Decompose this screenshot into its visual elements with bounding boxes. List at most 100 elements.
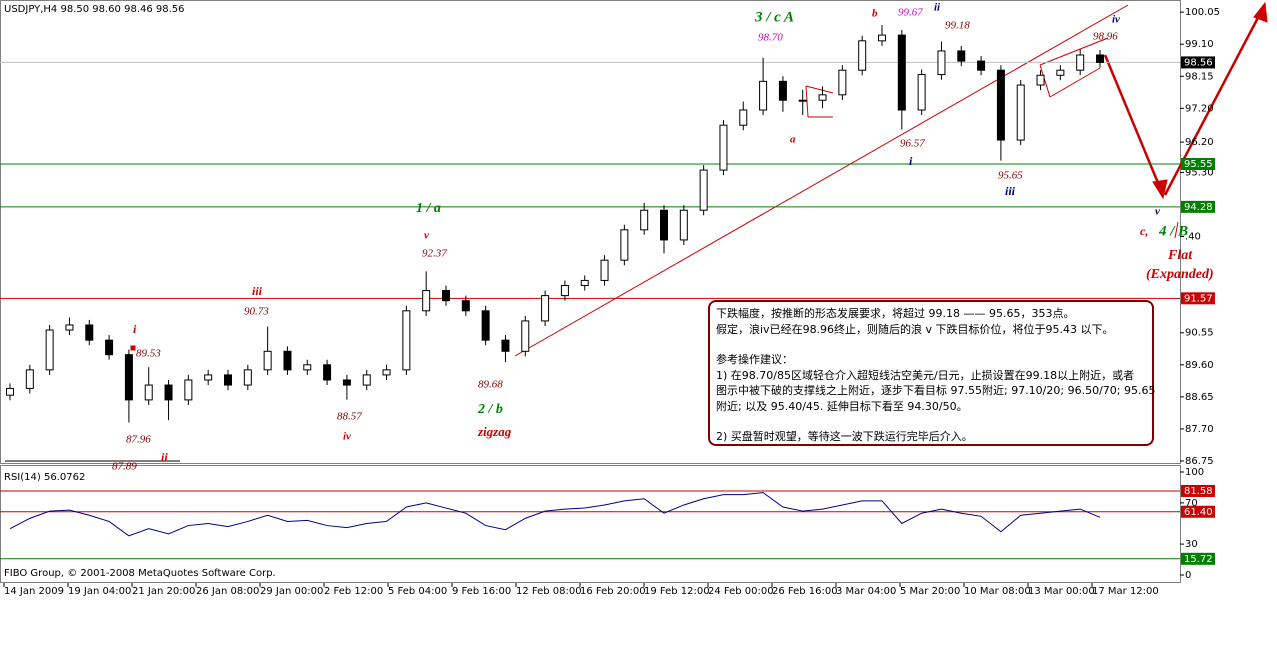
candle-body — [224, 374, 232, 386]
y-tick-label: 95.30 — [1185, 167, 1214, 178]
candle-body — [422, 290, 431, 312]
candle-body — [105, 339, 114, 356]
candle-body — [739, 109, 748, 126]
candle-body — [382, 369, 391, 376]
wave-label: Flat — [1167, 248, 1193, 263]
wave-label: iv — [1112, 14, 1120, 26]
rsi-tick-label: 30 — [1185, 539, 1198, 550]
wave-label: 87.89 — [112, 461, 137, 473]
candle-body — [481, 310, 490, 341]
wave-label: (Expanded) — [1146, 267, 1214, 282]
note-paragraph: 参考操作建议： 1) 在98.70/85区域轻仓介入超短线沽空美元/日元，止损设置… — [716, 352, 1155, 414]
y-tick-label: 87.70 — [1185, 424, 1214, 435]
x-tick-label: 9 Feb 16:00 — [452, 586, 511, 597]
level-box — [1181, 292, 1215, 305]
rsi-level-label: 81.58 — [1184, 486, 1213, 497]
wave-label: 99.18 — [945, 20, 970, 32]
candle-body — [501, 339, 510, 352]
candle-body — [243, 369, 252, 386]
candle-body — [917, 74, 926, 111]
wave-label: 96.57 — [900, 138, 925, 150]
trendlines — [5, 1, 1268, 462]
rsi-title: RSI(14) 56.0762 — [4, 472, 85, 483]
x-tick-label: 5 Feb 04:00 — [388, 586, 447, 597]
wave-label: iii — [1005, 184, 1016, 198]
candle-body — [45, 329, 54, 371]
candle-body — [85, 324, 94, 341]
wave-label: iii — [252, 284, 263, 298]
level-box — [1181, 158, 1215, 171]
x-tick-label: 13 Mar 00:00 — [1028, 586, 1095, 597]
x-tick-label: 17 Mar 12:00 — [1092, 586, 1159, 597]
level-box — [1181, 200, 1215, 213]
wave-label: 98.70 — [758, 32, 783, 44]
x-tick-label: 12 Feb 08:00 — [516, 586, 582, 597]
candle-body — [25, 369, 34, 389]
y-tick-label: 86.75 — [1185, 456, 1214, 467]
x-tick-label: 3 Mar 04:00 — [836, 586, 896, 597]
candle-body — [1036, 74, 1045, 86]
candle-body — [461, 300, 470, 312]
candle-body — [323, 364, 332, 381]
candle-body — [957, 50, 966, 62]
note-line: 参考操作建议： — [716, 353, 793, 366]
wave-label: i — [909, 154, 913, 168]
y-tick-label: 99.10 — [1185, 39, 1214, 50]
note-line: 假定，浪iv已经在98.96终止，则随后的浪 v 下跌目标价位，将位于95.43… — [716, 322, 1114, 336]
note-line: 下跌幅度，按推断的形态发展要求，将超过 99.18 —— 95.65，353点。 — [716, 307, 1075, 320]
candle-body — [778, 80, 787, 101]
x-tick-label: 26 Jan 08:00 — [196, 586, 259, 597]
rsi-tick-label: 70 — [1185, 498, 1198, 509]
candle-body — [184, 379, 193, 401]
wave-label: 98.96 — [1093, 31, 1118, 43]
candle-body — [144, 384, 153, 401]
candle-body — [124, 354, 133, 401]
rsi-level-label: 15.72 — [1184, 554, 1213, 565]
candle-body — [65, 324, 74, 331]
wave-label: 3 / c A — [754, 9, 794, 25]
x-tick-label: 14 Jan 2009 — [4, 586, 64, 597]
candle-body — [1076, 54, 1085, 71]
candle-body — [204, 374, 213, 381]
level-label: 91.57 — [1184, 293, 1213, 304]
wave-label: 92.37 — [422, 248, 447, 260]
wave-label: zigzag — [477, 424, 512, 439]
level-label: 95.55 — [1184, 159, 1213, 170]
wave-label: ii — [161, 450, 168, 464]
candle-body — [164, 384, 173, 401]
rsi-frame — [0, 465, 1181, 583]
x-tick-label: 5 Mar 20:00 — [900, 586, 960, 597]
note-line: 附近; 以及 95.40/45. 延伸目标下看至 94.30/50。 — [716, 399, 968, 413]
wave-label: a — [790, 134, 796, 146]
level-label: 94.28 — [1184, 202, 1213, 213]
rsi-level-box — [1181, 484, 1215, 497]
wave-label: 95.65 — [998, 170, 1023, 182]
x-tick-label: 19 Feb 12:00 — [644, 586, 710, 597]
candle-body — [6, 387, 14, 396]
chart-title: USDJPY,H4 98.50 98.60 98.46 98.56 — [4, 4, 185, 15]
wave-label: c, — [1140, 224, 1148, 238]
candle-body — [442, 290, 450, 302]
candle-body — [759, 80, 768, 111]
rsi-level-label: 61.40 — [1184, 507, 1213, 518]
wave-label: 89.53 — [136, 348, 161, 360]
x-tick-label: 10 Mar 08:00 — [964, 586, 1031, 597]
candle-body — [342, 379, 351, 386]
level-box — [1181, 56, 1215, 69]
rsi-line — [9, 492, 1101, 537]
candle-body — [600, 259, 609, 281]
wave-label: b — [872, 8, 878, 20]
x-tick-label: 19 Jan 04:00 — [68, 586, 131, 597]
note-line: 1) 在98.70/85区域轻仓介入超短线沽空美元/日元，止损设置在99.18以… — [716, 368, 1135, 382]
note-line: 2) 买盘暂时观望，等待这一波下跌运行完毕后介入。 — [716, 430, 973, 443]
candle-body — [1056, 69, 1065, 76]
note-paragraph: 2) 买盘暂时观望，等待这一波下跌运行完毕后介入。 — [716, 429, 1146, 445]
wave-label: 87.96 — [126, 434, 151, 446]
chart: USDJPY,H4 98.50 98.60 98.46 98.56 RSI(14… — [0, 0, 1268, 597]
candle-body — [679, 209, 688, 241]
wave-label: 4 / B — [1158, 223, 1188, 239]
candle-body — [719, 124, 728, 171]
footer: FIBO Group, © 2001-2008 MetaQuotes Softw… — [4, 568, 276, 579]
candle-body — [521, 320, 530, 352]
rsi-level-box — [1181, 552, 1215, 565]
